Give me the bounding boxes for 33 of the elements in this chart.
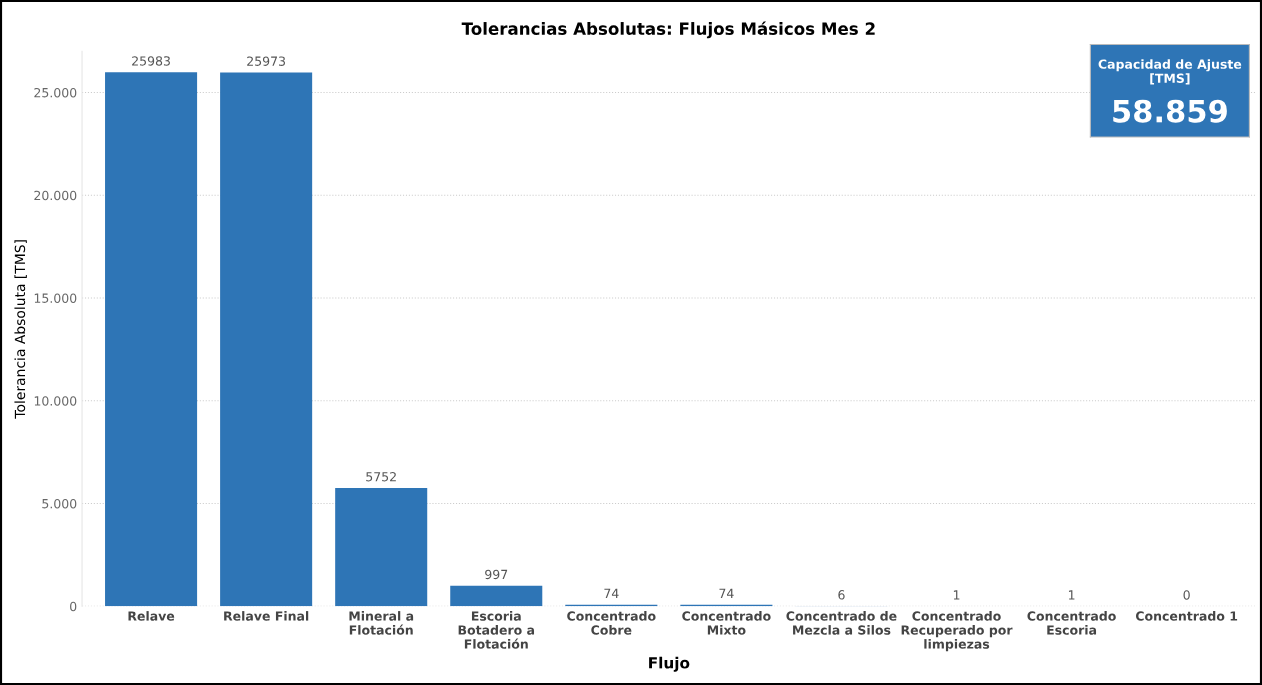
data-label: 997: [485, 569, 508, 580]
y-tick-label: 20.000: [34, 190, 77, 201]
x-tick-label: Relave Final: [224, 611, 309, 621]
data-label: 1: [1068, 590, 1075, 600]
data-label: 25973: [247, 56, 286, 66]
data-label: 74: [604, 588, 619, 598]
chart-title: Tolerancias Absolutas: Flujos Másicos Mes 2: [461, 21, 875, 39]
bar: [220, 72, 313, 607]
x-tick-label: Concentrado 1: [1135, 611, 1238, 621]
y-axis-title: Tolerancia Absoluta [TMS]: [14, 240, 27, 419]
data-label: 74: [719, 588, 734, 598]
bar: [450, 585, 543, 607]
x-tick-label: Concentrado Mixto: [682, 611, 771, 635]
data-label: 5752: [366, 471, 396, 482]
y-tick-label: 15.000: [34, 293, 77, 303]
x-tick-label: Relave: [128, 611, 175, 621]
x-tick-label: Concentrado Cobre: [567, 611, 656, 635]
data-label: 6: [838, 590, 845, 600]
y-tick-label: 5.000: [42, 498, 77, 509]
data-label: 0: [1183, 590, 1190, 600]
y-tick-label: 25.000: [34, 87, 77, 98]
y-tick-label: 10.000: [34, 396, 77, 406]
bar: [105, 72, 198, 607]
bar: [335, 488, 428, 607]
x-tick-label: Concentrado Escoria: [1027, 611, 1116, 635]
data-label: 1: [953, 590, 960, 600]
x-tick-label: Escoria Botadero a Flotación: [458, 611, 535, 649]
x-axis-title: Flujo: [649, 656, 690, 672]
x-tick-label: Concentrado de Mezcla a Silos: [786, 611, 897, 635]
data-label: 25983: [132, 56, 170, 66]
x-tick-label: Concentrado Recuperado por limpiezas: [901, 611, 1013, 652]
x-tick-label: Mineral a Flotación: [349, 611, 414, 635]
y-tick-label: 0: [70, 601, 77, 612]
